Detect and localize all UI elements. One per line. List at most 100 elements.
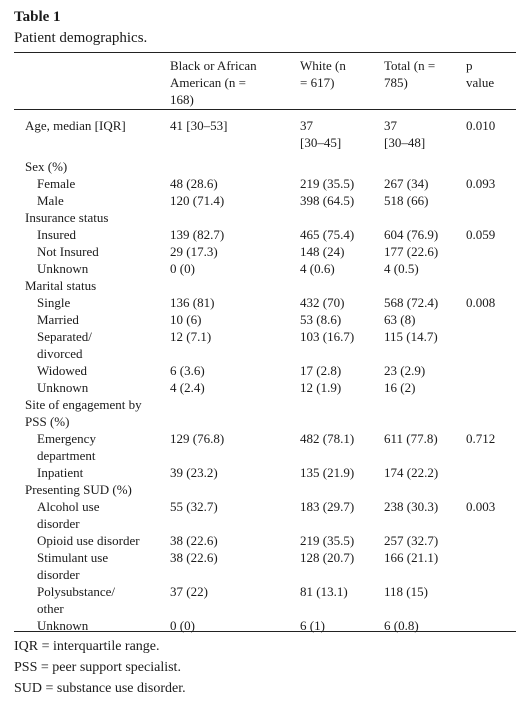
header-p-value-line: p <box>466 58 473 73</box>
cell-black: 129 (76.8) <box>170 431 225 446</box>
cell-black: 39 (23.2) <box>170 465 218 480</box>
footnote: SUD = substance use disorder. <box>14 681 186 696</box>
cell-total: 177 (22.6) <box>384 244 439 259</box>
cell-black: 136 (81) <box>170 295 215 310</box>
cell-total: 611 (77.8) <box>384 431 438 446</box>
row-label: Insurance status <box>25 210 109 225</box>
table-header-rule <box>14 109 516 110</box>
row-label: department <box>37 448 96 463</box>
row-label: Unknown <box>37 380 89 395</box>
cell-total: [30–48] <box>384 135 426 150</box>
table-caption: Patient demographics. <box>14 30 148 46</box>
cell-p: 0.712 <box>466 431 496 446</box>
row-label: Age, median [IQR] <box>25 118 126 133</box>
row-label: Separated/ <box>37 329 92 344</box>
cell-p: 0.003 <box>466 499 496 514</box>
cell-white: 465 (75.4) <box>300 227 355 242</box>
cell-white: 17 (2.8) <box>300 363 342 378</box>
header-black-african-american-line: American (n = <box>170 75 246 90</box>
cell-total: 6 (0.8) <box>384 618 419 633</box>
row-label: Unknown <box>37 261 89 276</box>
cell-black: 120 (71.4) <box>170 193 225 208</box>
row-label: disorder <box>37 567 80 582</box>
row-label: Opioid use disorder <box>37 533 140 548</box>
row-label: Unknown <box>37 618 89 633</box>
cell-black: 41 [30–53] <box>170 118 228 133</box>
row-label: Emergency <box>37 431 96 446</box>
cell-black: 0 (0) <box>170 261 195 276</box>
cell-black: 0 (0) <box>170 618 195 633</box>
row-label: Not Insured <box>37 244 99 259</box>
cell-total: 37 <box>384 118 397 133</box>
row-label: disorder <box>37 516 80 531</box>
cell-total: 238 (30.3) <box>384 499 439 514</box>
footnote: IQR = interquartile range. <box>14 639 160 654</box>
cell-black: 29 (17.3) <box>170 244 218 259</box>
cell-total: 174 (22.2) <box>384 465 439 480</box>
cell-white: 432 (70) <box>300 295 345 310</box>
cell-black: 139 (82.7) <box>170 227 225 242</box>
row-label: Inpatient <box>37 465 84 480</box>
cell-white: 103 (16.7) <box>300 329 355 344</box>
cell-total: 166 (21.1) <box>384 550 439 565</box>
header-white-line: White (n <box>300 58 346 73</box>
cell-white: 482 (78.1) <box>300 431 355 446</box>
cell-p: 0.010 <box>466 118 496 133</box>
footnote: PSS = peer support specialist. <box>14 660 181 675</box>
cell-total: 118 (15) <box>384 584 428 599</box>
cell-black: 10 (6) <box>170 312 202 327</box>
row-label: Widowed <box>37 363 88 378</box>
header-black-african-american-line: Black or African <box>170 58 257 73</box>
cell-total: 568 (72.4) <box>384 295 439 310</box>
header-total-line: Total (n = <box>384 58 436 73</box>
cell-total: 115 (14.7) <box>384 329 438 344</box>
cell-white: 4 (0.6) <box>300 261 335 276</box>
table-bottom-rule <box>14 631 516 632</box>
cell-total: 63 (8) <box>384 312 416 327</box>
row-label: Stimulant use <box>37 550 109 565</box>
cell-total: 4 (0.5) <box>384 261 419 276</box>
cell-white: 183 (29.7) <box>300 499 355 514</box>
cell-black: 12 (7.1) <box>170 329 212 344</box>
cell-black: 48 (28.6) <box>170 176 218 191</box>
cell-black: 37 (22) <box>170 584 208 599</box>
table-label: Table 1 <box>14 9 61 25</box>
cell-total: 267 (34) <box>384 176 429 191</box>
cell-white: 219 (35.5) <box>300 533 355 548</box>
cell-total: 518 (66) <box>384 193 429 208</box>
row-label: Marital status <box>25 278 97 293</box>
cell-total: 23 (2.9) <box>384 363 426 378</box>
cell-total: 16 (2) <box>384 380 416 395</box>
header-total-line: 785) <box>384 75 408 90</box>
cell-black: 38 (22.6) <box>170 533 218 548</box>
header-white-line: = 617) <box>300 75 335 90</box>
header-black-african-american-line: 168) <box>170 92 194 107</box>
row-label: other <box>37 601 64 616</box>
cell-black: 6 (3.6) <box>170 363 205 378</box>
row-label: Married <box>37 312 79 327</box>
row-label: Alcohol use <box>37 499 100 514</box>
row-label: Single <box>37 295 71 310</box>
row-label: Site of engagement by <box>25 397 142 412</box>
cell-white: 219 (35.5) <box>300 176 355 191</box>
cell-total: 257 (32.7) <box>384 533 439 548</box>
cell-black: 38 (22.6) <box>170 550 218 565</box>
row-label: Sex (%) <box>25 159 68 174</box>
cell-white: 135 (21.9) <box>300 465 355 480</box>
cell-p: 0.059 <box>466 227 496 242</box>
cell-white: 398 (64.5) <box>300 193 355 208</box>
row-label: PSS (%) <box>25 414 70 429</box>
cell-total: 604 (76.9) <box>384 227 439 242</box>
cell-white: 128 (20.7) <box>300 550 355 565</box>
header-p-value-line: value <box>466 75 495 90</box>
cell-p: 0.093 <box>466 176 496 191</box>
row-label: Female <box>37 176 76 191</box>
row-label: Polysubstance/ <box>37 584 115 599</box>
row-label: Male <box>37 193 64 208</box>
cell-white: 53 (8.6) <box>300 312 342 327</box>
cell-white: 81 (13.1) <box>300 584 348 599</box>
cell-white: [30–45] <box>300 135 342 150</box>
cell-white: 12 (1.9) <box>300 380 342 395</box>
table-top-rule <box>14 52 516 53</box>
cell-black: 55 (32.7) <box>170 499 218 514</box>
